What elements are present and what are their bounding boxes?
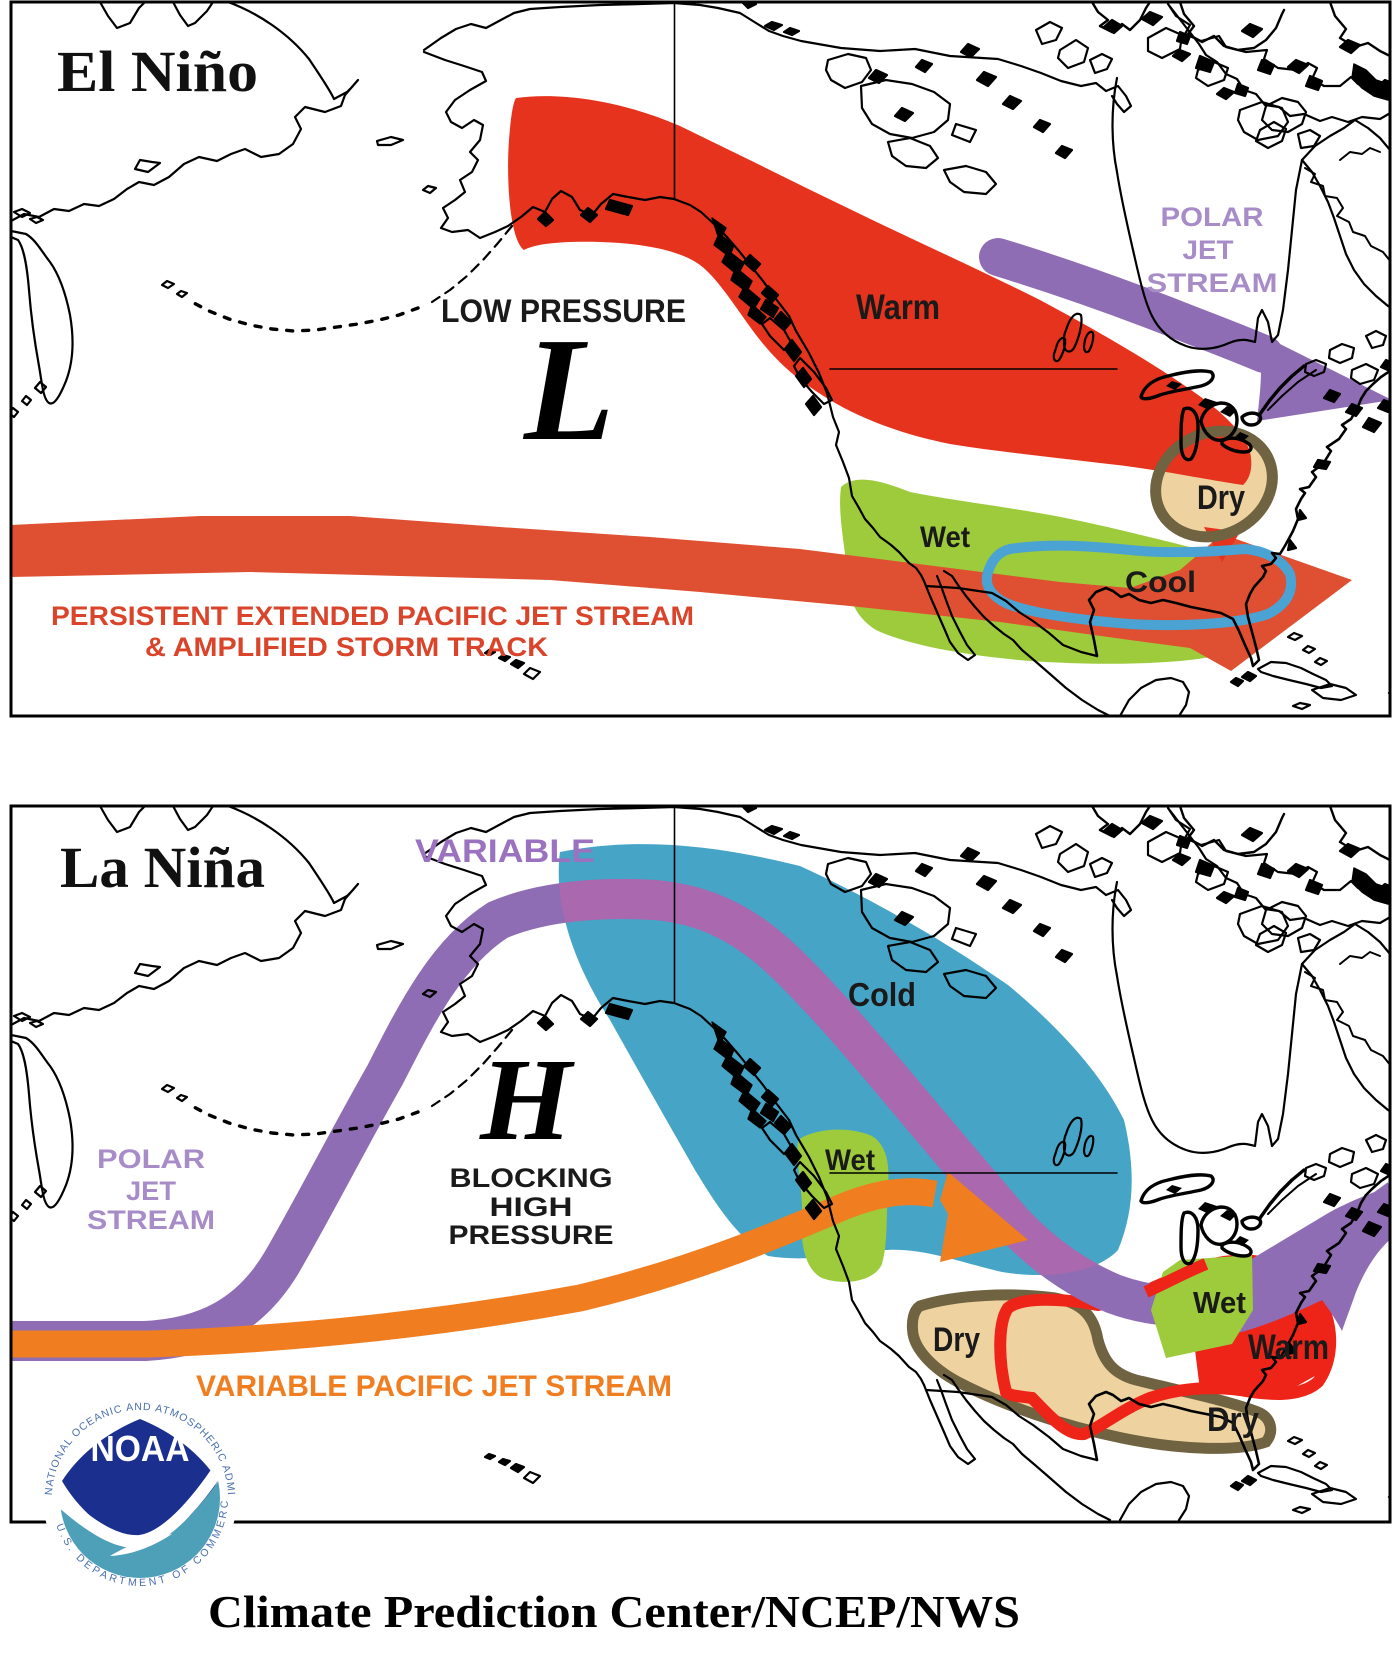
svg-text:Dry: Dry: [1197, 479, 1245, 517]
svg-text:POLAR: POLAR: [1161, 202, 1264, 232]
svg-text:JET: JET: [1183, 235, 1235, 265]
svg-text:BLOCKING: BLOCKING: [450, 1163, 613, 1193]
svg-text:Cool: Cool: [1125, 566, 1196, 599]
svg-text:LOW PRESSURE: LOW PRESSURE: [441, 293, 686, 329]
svg-text:POLAR: POLAR: [97, 1144, 205, 1174]
svg-text:Climate Prediction Center/NCEP: Climate Prediction Center/NCEP/NWS: [208, 1586, 1020, 1637]
svg-text:STREAM: STREAM: [87, 1205, 215, 1235]
svg-text:PERSISTENT EXTENDED PACIFIC JE: PERSISTENT EXTENDED PACIFIC JET STREAM: [51, 601, 694, 631]
svg-text:Wet: Wet: [825, 1144, 875, 1177]
svg-text:STREAM: STREAM: [1147, 268, 1278, 298]
svg-text:La Niña: La Niña: [60, 835, 265, 900]
svg-text:Cold: Cold: [848, 976, 916, 1013]
svg-text:El Niño: El Niño: [57, 39, 258, 104]
svg-text:H: H: [479, 1034, 575, 1165]
svg-text:Warm: Warm: [1248, 1328, 1329, 1367]
svg-text:VARIABLE: VARIABLE: [415, 833, 595, 869]
svg-text:JET: JET: [126, 1176, 176, 1206]
svg-text:Wet: Wet: [1193, 1285, 1246, 1320]
svg-text:VARIABLE PACIFIC JET STREAM: VARIABLE PACIFIC JET STREAM: [196, 1370, 672, 1403]
svg-text:Wet: Wet: [920, 521, 970, 554]
svg-text:Dry: Dry: [933, 1321, 980, 1359]
svg-text:PRESSURE: PRESSURE: [449, 1220, 614, 1250]
svg-text:Dry: Dry: [1207, 1401, 1259, 1439]
svg-text:L: L: [522, 308, 614, 472]
svg-text:NOAA: NOAA: [91, 1428, 190, 1469]
svg-text:NATIONAL OCEANIC AND ATMOSPHER: NATIONAL OCEANIC AND ATMOSPHERIC ADMINIS…: [0, 0, 237, 1496]
svg-text:HIGH: HIGH: [490, 1192, 573, 1222]
svg-text:& AMPLIFIED STORM TRACK: & AMPLIFIED STORM TRACK: [145, 632, 549, 662]
svg-text:Warm: Warm: [856, 288, 940, 327]
